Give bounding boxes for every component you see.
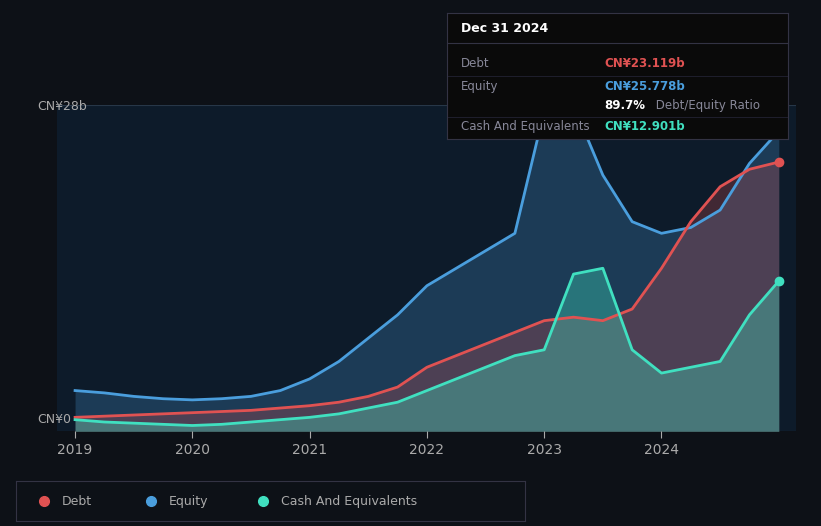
Text: Cash And Equivalents: Cash And Equivalents — [461, 120, 589, 133]
Text: CN¥0: CN¥0 — [37, 413, 71, 427]
Text: Debt/Equity Ratio: Debt/Equity Ratio — [652, 99, 760, 112]
Text: Equity: Equity — [461, 80, 498, 93]
Text: Equity: Equity — [169, 494, 209, 508]
Text: Cash And Equivalents: Cash And Equivalents — [281, 494, 417, 508]
Text: CN¥25.778b: CN¥25.778b — [604, 80, 685, 93]
Text: Dec 31 2024: Dec 31 2024 — [461, 22, 548, 35]
Text: 89.7%: 89.7% — [604, 99, 645, 112]
Text: Debt: Debt — [62, 494, 92, 508]
Text: Debt: Debt — [461, 57, 489, 70]
Text: CN¥12.901b: CN¥12.901b — [604, 120, 685, 133]
Text: CN¥28b: CN¥28b — [37, 100, 87, 114]
Text: CN¥23.119b: CN¥23.119b — [604, 57, 685, 70]
